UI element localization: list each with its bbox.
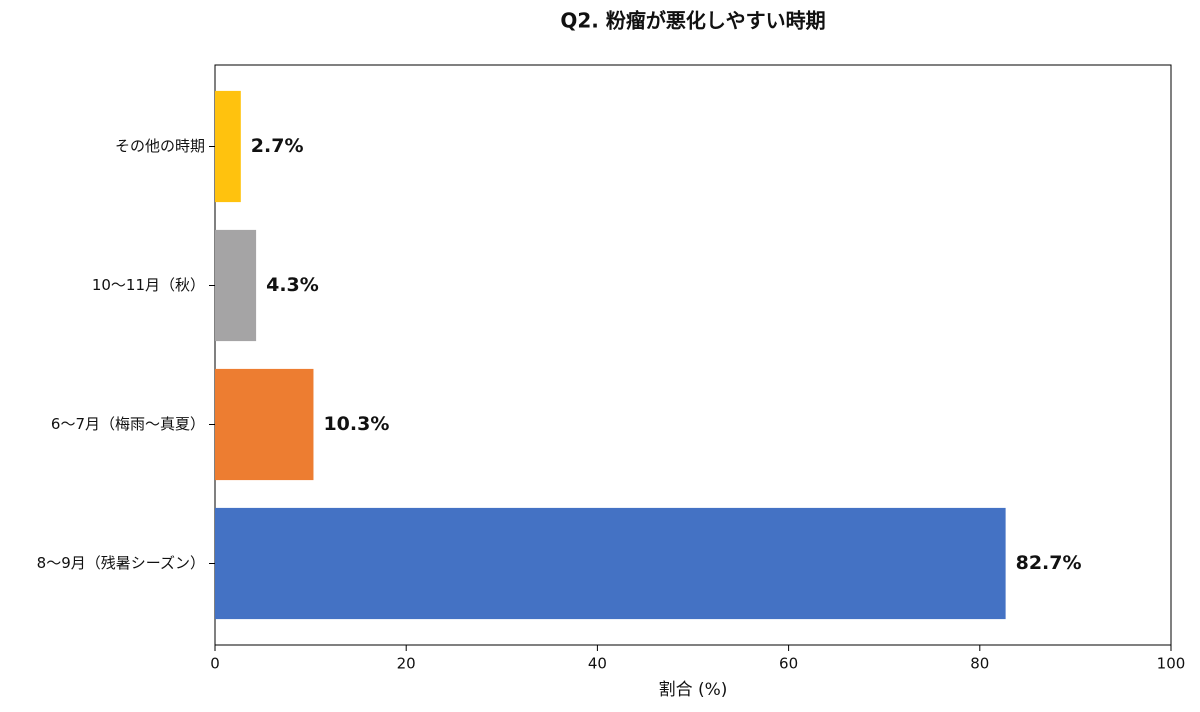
- x-tick-label: 0: [210, 655, 220, 673]
- value-label: 4.3%: [266, 274, 319, 296]
- x-tick-label: 60: [779, 655, 798, 673]
- y-tick-label: 10〜11月（秋）: [92, 276, 205, 294]
- bar: [215, 90, 241, 203]
- x-tick-label: 40: [588, 655, 607, 673]
- bar: [215, 229, 257, 342]
- x-tick-label: 80: [970, 655, 989, 673]
- y-tick-label: 6〜7月（梅雨〜真夏）: [51, 415, 205, 433]
- y-tick-label: 8〜9月（残暑シーズン）: [37, 554, 205, 572]
- value-label: 82.7%: [1016, 552, 1082, 574]
- chart-title: Q2. 粉瘤が悪化しやすい時期: [560, 9, 825, 33]
- x-tick-label: 100: [1157, 655, 1186, 673]
- bar: [215, 507, 1006, 620]
- plot-frame: [214, 64, 1172, 646]
- x-axis-label: 割合 (%): [659, 680, 728, 700]
- value-label: 2.7%: [251, 135, 304, 157]
- value-label: 10.3%: [323, 413, 389, 435]
- y-tick-label: その他の時期: [115, 137, 205, 155]
- bar: [215, 368, 314, 481]
- x-tick-label: 20: [397, 655, 416, 673]
